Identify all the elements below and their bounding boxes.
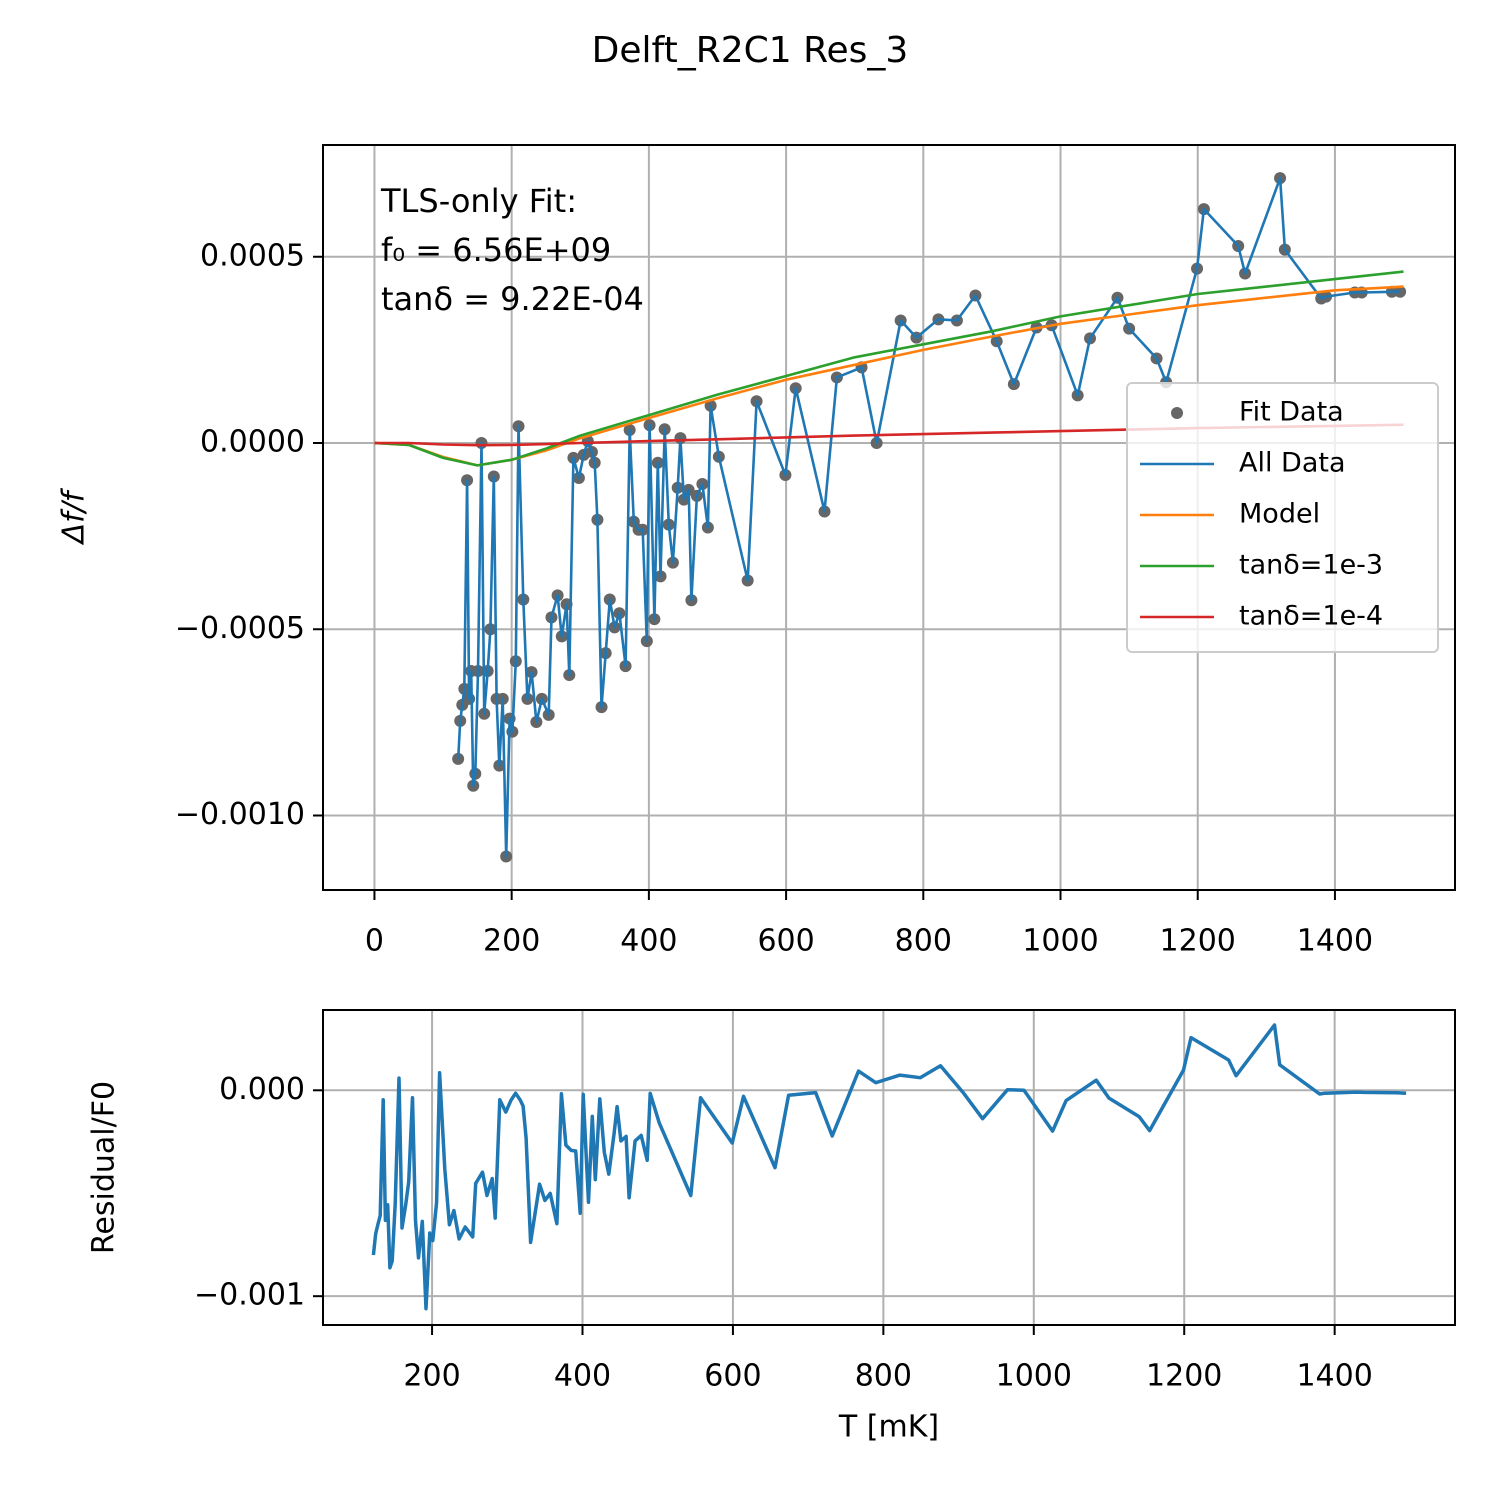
legend-label: All Data [1239,448,1346,479]
axes: 200 400 600 800 1000 1200 1400 −0.001 0.000 [194,1009,1456,1394]
legend-label: tanδ=1e-3 [1239,550,1383,581]
x-axis-label: T [mK] [838,1410,939,1445]
annotation: f₀ = 6.56E+09 [381,231,611,269]
y-tick-label: 0.0005 [200,238,305,273]
y-tick-label: −0.001 [194,1278,305,1313]
legend-marker [1171,407,1183,419]
y-axis-label: Residual/F0 [87,1081,122,1254]
legend-frame [1126,382,1439,653]
x-tick-label: 200 [483,924,540,959]
chart-title: Delft_R2C1 Res_3 [592,30,909,71]
legend-label: Model [1239,499,1320,530]
x-tick-label: 1200 [1160,924,1236,959]
x-tick-label: 1000 [1022,924,1098,959]
y-tick-label: 0.0000 [200,425,305,460]
axes: 0 200 400 600 800 1000 1200 1400 −0.0010 −0.0005 0… [175,144,1456,959]
x-tick-label: 600 [757,924,814,959]
legend: Fit Data All Data Model tanδ=1e-3 tanδ=1e-4 [1126,382,1439,653]
legend-label: Fit Data [1239,397,1344,428]
x-tick-label: 1400 [1296,1359,1372,1394]
x-tick-label: 800 [895,924,952,959]
series-line [371,1023,1407,1311]
x-tick-label: 200 [403,1359,460,1394]
x-tick-label: 400 [620,924,677,959]
x-tick-label: 1000 [996,1359,1072,1394]
x-tick-label: 600 [704,1359,761,1394]
x-tick-label: 400 [554,1359,611,1394]
legend-label: tanδ=1e-4 [1239,601,1383,632]
x-tick-label: 1200 [1146,1359,1222,1394]
series-line [456,176,1401,858]
axes-frame [322,144,1456,891]
y-tick-label: −0.0005 [175,611,305,646]
annotation: tanδ = 9.22E-04 [381,280,644,318]
x-tick-label: 0 [365,924,384,959]
x-tick-label: 800 [855,1359,912,1394]
annotation: TLS-only Fit: [380,182,577,220]
data-point [1394,285,1407,298]
series-line [374,270,1404,467]
y-axis-label: Δf/f [57,487,92,545]
x-tick-label: 1400 [1297,924,1373,959]
axes-frame [322,1009,1456,1326]
y-tick-label: −0.0010 [175,797,305,832]
y-tick-label: 0.000 [219,1072,305,1107]
